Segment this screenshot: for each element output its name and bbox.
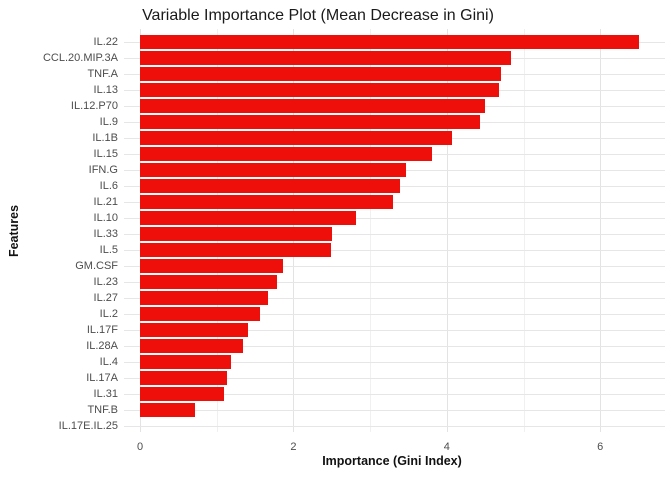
y-tick-label: IL.22 <box>93 36 118 48</box>
chart-title: Variable Importance Plot (Mean Decrease … <box>142 7 494 24</box>
y-tick-label: IL.13 <box>93 84 118 96</box>
y-tick-label: IL.31 <box>93 388 118 400</box>
bar-CCL.20.MIP.3A <box>140 51 512 65</box>
gridline-row <box>124 378 665 379</box>
y-tick-label: IL.15 <box>93 148 118 160</box>
gridline-row <box>124 394 665 395</box>
gridline-row <box>124 314 665 315</box>
bar-IL.1B <box>140 131 453 145</box>
x-axis-title: Importance (Gini Index) <box>322 454 462 468</box>
y-tick-label: IL.5 <box>99 244 118 256</box>
gridline-row <box>124 330 665 331</box>
y-tick-label: IL.10 <box>93 212 118 224</box>
gridline-row <box>124 426 665 427</box>
gridline-row <box>124 362 665 363</box>
bar-IL.2 <box>140 307 261 321</box>
bar-IL.17F <box>140 323 249 337</box>
gridline-row <box>124 202 665 203</box>
bar-IL.13 <box>140 83 499 97</box>
bar-IL.15 <box>140 147 433 161</box>
bar-IL.4 <box>140 355 231 369</box>
bar-IL.28A <box>140 339 243 353</box>
y-tick-label: IL.17A <box>86 372 118 384</box>
y-tick-label: TNF.B <box>87 404 118 416</box>
gridline-row <box>124 282 665 283</box>
bar-IL.9 <box>140 115 480 129</box>
bar-IL.27 <box>140 291 269 305</box>
y-tick-label: IL.9 <box>99 116 118 128</box>
gridline-row <box>124 218 665 219</box>
y-tick-label: IL.4 <box>99 356 118 368</box>
bar-IL.33 <box>140 227 332 241</box>
y-axis-title: Features <box>7 204 21 258</box>
bar-IL.31 <box>140 387 224 401</box>
y-tick-label: IFN.G <box>88 164 118 176</box>
y-tick-label: IL.28A <box>86 340 118 352</box>
plot-panel <box>124 29 665 432</box>
bar-GM.CSF <box>140 259 283 273</box>
x-tick-label: 6 <box>597 441 604 453</box>
y-tick-label: IL.17E.IL.25 <box>58 420 118 432</box>
y-tick-label: IL.6 <box>99 180 118 192</box>
bar-IFN.G <box>140 163 407 177</box>
gridline-major <box>600 29 602 432</box>
y-tick-label: IL.27 <box>93 292 118 304</box>
gridline-major <box>446 29 448 432</box>
y-tick-label: IL.23 <box>93 276 118 288</box>
y-tick-label: IL.2 <box>99 308 118 320</box>
bar-IL.21 <box>140 195 394 209</box>
y-tick-label: IL.12.P70 <box>70 100 118 112</box>
y-tick-label: CCL.20.MIP.3A <box>42 52 118 64</box>
bar-IL.17A <box>140 371 227 385</box>
y-tick-label: TNF.A <box>87 68 118 80</box>
gridline-row <box>124 346 665 347</box>
x-tick-label: 2 <box>290 441 297 453</box>
gridline-row <box>124 410 665 411</box>
bar-IL.6 <box>140 179 400 193</box>
bar-IL.10 <box>140 211 357 225</box>
y-tick-label: IL.17F <box>86 324 118 336</box>
bar-TNF.A <box>140 67 502 81</box>
bar-IL.5 <box>140 243 331 257</box>
y-tick-label: IL.21 <box>93 196 118 208</box>
gridline-row <box>124 266 665 267</box>
gridline-minor <box>370 29 372 432</box>
gridline-row <box>124 250 665 251</box>
y-tick-label: GM.CSF <box>75 260 118 272</box>
x-tick-label: 4 <box>443 441 450 453</box>
y-tick-label: IL.33 <box>93 228 118 240</box>
gridline-row <box>124 234 665 235</box>
bar-TNF.B <box>140 403 196 417</box>
gridline-minor <box>523 29 525 432</box>
bar-IL.23 <box>140 275 278 289</box>
bar-IL.22 <box>140 35 640 49</box>
bar-IL.12.P70 <box>140 99 486 113</box>
x-tick-label: 0 <box>136 441 144 453</box>
gridline-row <box>124 298 665 299</box>
y-tick-label: IL.1B <box>92 132 118 144</box>
